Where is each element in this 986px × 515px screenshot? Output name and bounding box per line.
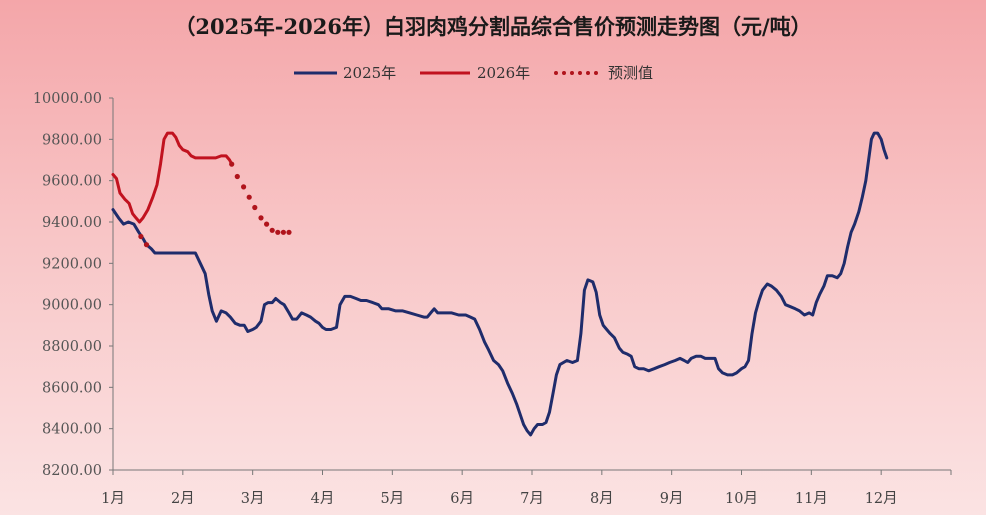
legend-label-forecast: 预测值 bbox=[608, 64, 653, 82]
x-tick-label: 5月 bbox=[380, 491, 404, 507]
x-tick-label: 3月 bbox=[241, 491, 265, 507]
y-ticks: 8200.00 8400.00 8600.00 8800.00 9000.00 9200.… bbox=[33, 91, 113, 479]
forecast-point bbox=[246, 194, 252, 200]
series-line-2025 bbox=[111, 131, 889, 437]
x-tick-label: 11月 bbox=[795, 491, 828, 507]
x-tick-label: 12月 bbox=[865, 491, 898, 507]
forecast-point bbox=[286, 229, 292, 235]
forecast-point bbox=[264, 221, 270, 227]
y-tick-label: 10000.00 bbox=[33, 91, 102, 107]
x-tick-label: 6月 bbox=[450, 491, 474, 507]
y-tick-label: 8600.00 bbox=[42, 380, 102, 396]
series-line-2026 bbox=[111, 131, 234, 224]
y-tick-label: 9200.00 bbox=[42, 256, 102, 272]
x-tick-label: 4月 bbox=[311, 491, 335, 507]
forecast-point bbox=[275, 229, 281, 235]
forecast-point bbox=[229, 161, 235, 167]
forecast-point bbox=[241, 184, 247, 190]
x-tick-label: 1月 bbox=[101, 491, 125, 507]
y-tick-label: 9400.00 bbox=[42, 215, 102, 231]
legend: 2025年 2026年 预测值 bbox=[294, 64, 653, 82]
series-forecast bbox=[138, 161, 292, 248]
forecast-point bbox=[234, 173, 240, 180]
x-tick-label: 7月 bbox=[520, 491, 544, 507]
x-tick-label: 2月 bbox=[171, 491, 195, 507]
legend-label-2025: 2025年 bbox=[343, 64, 396, 82]
forecast-point bbox=[143, 242, 150, 248]
y-tick-label: 8400.00 bbox=[42, 422, 102, 438]
x-tick-label: 9月 bbox=[660, 491, 684, 507]
chart-title: （2025年-2026年）白羽肉鸡分割品综合售价预测走势图（元/吨） bbox=[174, 14, 811, 39]
legend-label-2026: 2026年 bbox=[477, 64, 530, 82]
x-tick-label: 10月 bbox=[725, 491, 758, 507]
series-layer bbox=[111, 131, 889, 437]
forecast-point bbox=[252, 204, 258, 211]
forecast-point bbox=[138, 233, 144, 240]
y-tick-label: 9000.00 bbox=[42, 298, 102, 314]
forecast-point bbox=[280, 229, 286, 235]
forecast-point bbox=[258, 215, 264, 221]
forecast-point bbox=[269, 227, 275, 233]
y-tick-label: 8200.00 bbox=[42, 463, 102, 479]
y-tick-label: 9800.00 bbox=[42, 132, 102, 148]
y-tick-label: 8800.00 bbox=[42, 339, 102, 355]
x-ticks: 1月 2月 3月 4月 5月 6月 7月 8月 9月 10月 11月 12月 bbox=[101, 470, 952, 507]
x-tick-label: 8月 bbox=[590, 491, 614, 507]
y-tick-label: 9600.00 bbox=[42, 174, 102, 190]
